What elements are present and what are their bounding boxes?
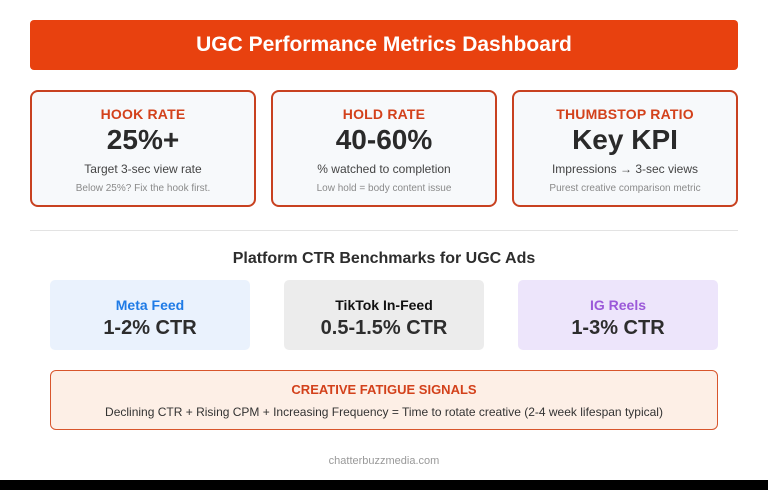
kpi-note: Low hold = body content issue [316, 183, 452, 194]
platform-ctr: 0.5-1.5% CTR [320, 317, 448, 339]
footer-source: chatterbuzzmedia.com [328, 455, 440, 467]
platform-ctr: 1-2% CTR [103, 317, 197, 339]
kpi-value: Key KPI [572, 124, 678, 155]
platform-name: IG Reels [589, 297, 647, 313]
section-divider [30, 230, 738, 231]
kpi-card-hold-rate: HOLD RATE 40-60% % watched to completion… [271, 90, 497, 207]
kpi-row: HOOK RATE 25%+ Target 3-sec view rate Be… [30, 90, 738, 210]
kpi-description: % watched to completion [317, 162, 451, 176]
platform-card-tiktok-in-feed: TikTok In-Feed 0.5-1.5% CTR [284, 280, 484, 350]
kpi-label: HOLD RATE [342, 106, 426, 122]
platform-ctr: 1-3% CTR [571, 317, 665, 339]
kpi-value: 25%+ [106, 124, 180, 155]
platform-name: TikTok In-Feed [335, 297, 433, 313]
kpi-description: Target 3-sec view rate [84, 162, 202, 176]
platform-name: Meta Feed [115, 297, 185, 313]
fatigue-signals-box: CREATIVE FATIGUE SIGNALS Declining CTR +… [50, 370, 718, 430]
page-title: UGC Performance Metrics Dashboard [196, 33, 572, 56]
fatigue-text: Declining CTR + Rising CPM + Increasing … [105, 405, 663, 419]
kpi-description: Impressions → 3-sec views [551, 162, 699, 176]
fatigue-title: CREATIVE FATIGUE SIGNALS [291, 382, 477, 397]
kpi-value: 40-60% [335, 124, 433, 155]
kpi-label: HOOK RATE [100, 106, 186, 122]
kpi-card-hook-rate: HOOK RATE 25%+ Target 3-sec view rate Be… [30, 90, 256, 207]
platform-card-meta-feed: Meta Feed 1-2% CTR [50, 280, 250, 350]
kpi-note: Purest creative comparison metric [549, 183, 701, 194]
bottom-bar [0, 480, 768, 490]
platform-card-ig-reels: IG Reels 1-3% CTR [518, 280, 718, 350]
title-banner: UGC Performance Metrics Dashboard [30, 20, 738, 70]
kpi-note: Below 25%? Fix the hook first. [75, 183, 211, 194]
kpi-label: THUMBSTOP RATIO [556, 106, 694, 122]
kpi-card-thumbstop-ratio: THUMBSTOP RATIO Key KPI Impressions → 3-… [512, 90, 738, 207]
benchmarks-title: Platform CTR Benchmarks for UGC Ads [232, 250, 536, 267]
